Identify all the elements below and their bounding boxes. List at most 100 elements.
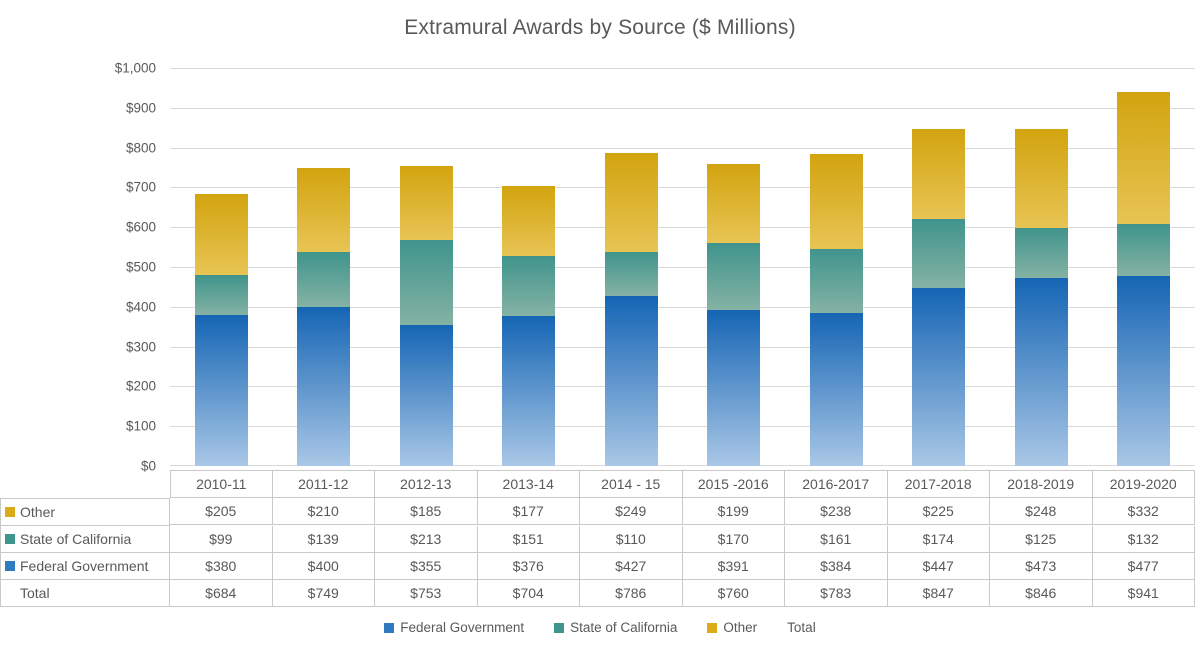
y-axis-tick-label: $900 xyxy=(125,100,156,116)
gridline xyxy=(170,426,1195,428)
table-value-cell: $170 xyxy=(682,526,785,553)
bar-segment-other xyxy=(194,193,248,276)
gridline xyxy=(170,107,1195,109)
x-axis-category-label: 2019-2020 xyxy=(1092,470,1195,498)
bar-segment-other xyxy=(912,129,966,219)
bar-segment-federal-government xyxy=(809,313,863,466)
bar-segment-state-of-california xyxy=(297,251,351,307)
bar-segment-state-of-california xyxy=(1014,228,1068,278)
table-value-cell: $847 xyxy=(887,580,990,607)
x-axis-category-label: 2016-2017 xyxy=(785,470,888,498)
table-value-cell: $238 xyxy=(785,498,888,525)
table-value-cell: $161 xyxy=(785,526,888,553)
bar-segment-federal-government xyxy=(1014,277,1068,466)
table-value-cell: $783 xyxy=(785,580,888,607)
bar-segment-other xyxy=(809,154,863,250)
bar-segment-federal-government xyxy=(912,288,966,466)
row-label-text: Total xyxy=(20,585,50,601)
table-row-label-other: Other xyxy=(0,498,170,526)
gridline xyxy=(170,68,1195,69)
table-value-cell: $125 xyxy=(990,526,1093,553)
table-value-cell: $151 xyxy=(477,526,580,553)
table-value-cell: $384 xyxy=(785,553,888,580)
legend-item-label: State of California xyxy=(570,620,678,635)
x-axis-category-label: 2012-13 xyxy=(375,470,478,498)
stacked-bar xyxy=(194,68,248,466)
gridline xyxy=(170,147,1195,149)
bar-segment-state-of-california xyxy=(707,242,761,311)
table-value-cell: $753 xyxy=(375,580,478,607)
table-value-cell: $110 xyxy=(580,526,683,553)
chart-legend: Federal Government State of California Oth… xyxy=(0,620,1200,635)
bar-segment-other xyxy=(707,163,761,243)
legend-item-other: Other xyxy=(707,620,757,635)
bar-segment-other xyxy=(604,153,658,253)
table-value-cell: $391 xyxy=(682,553,785,580)
stacked-bar xyxy=(399,68,453,466)
table-value-cell: $941 xyxy=(1092,580,1195,607)
bar-segment-federal-government xyxy=(1117,276,1171,466)
table-value-cell: $225 xyxy=(887,498,990,525)
bar-column-2018-2019 xyxy=(990,68,1093,466)
table-value-cell: $477 xyxy=(1092,553,1195,580)
stacked-bar xyxy=(297,68,351,466)
x-axis-category-label: 2015 -2016 xyxy=(682,470,785,498)
y-axis-tick-label: $300 xyxy=(125,339,156,355)
table-value-cell: $210 xyxy=(272,498,375,525)
legend-key-state-of-california xyxy=(5,534,15,544)
legend-swatch-state-of-california xyxy=(554,622,565,633)
bar-column-2017-2018 xyxy=(888,68,991,466)
plot-area xyxy=(170,68,1195,466)
legend-item-label: Total xyxy=(787,620,816,635)
gridline xyxy=(170,267,1195,268)
bar-series-container xyxy=(170,68,1195,466)
bar-segment-federal-government xyxy=(502,316,556,466)
gridline xyxy=(170,227,1195,229)
table-value-cell: $249 xyxy=(580,498,683,525)
y-axis-tick-label: $400 xyxy=(125,299,156,315)
bar-column-2012-13 xyxy=(375,68,478,466)
legend-key-federal-government xyxy=(5,561,15,571)
x-axis-category-label: 2017-2018 xyxy=(887,470,990,498)
bar-segment-state-of-california xyxy=(502,256,556,317)
legend-item-label: Federal Government xyxy=(400,620,525,635)
y-axis-tick-label: $500 xyxy=(125,259,156,275)
y-axis-tick-label: $700 xyxy=(125,179,156,195)
x-axis-category-label: 2014 - 15 xyxy=(580,470,683,498)
gridline xyxy=(170,386,1195,388)
row-label-text: Other xyxy=(20,504,56,520)
table-value-cell: $332 xyxy=(1092,498,1195,525)
bar-segment-state-of-california xyxy=(912,218,966,289)
stacked-bar xyxy=(604,68,658,466)
y-axis-tick-label: $0 xyxy=(140,458,156,474)
y-axis-tick-label: $200 xyxy=(125,378,156,394)
table-corner-cell xyxy=(0,470,170,496)
table-value-cell: $376 xyxy=(477,553,580,580)
bar-column-2013-14 xyxy=(478,68,581,466)
legend-swatch-other xyxy=(707,622,718,633)
bar-segment-other xyxy=(399,166,453,240)
bar-column-2019-2020 xyxy=(1093,68,1196,466)
bar-segment-federal-government xyxy=(707,310,761,466)
stacked-bar xyxy=(1014,68,1068,466)
bar-segment-state-of-california xyxy=(399,239,453,325)
table-row-label-federal-government: Federal Government xyxy=(0,553,170,580)
stacked-bar xyxy=(707,68,761,466)
table-value-cell: $248 xyxy=(990,498,1093,525)
chart-title: Extramural Awards by Source ($ Millions) xyxy=(404,16,796,39)
legend-key-other xyxy=(5,507,15,517)
legend-item-state-of-california: State of California xyxy=(554,620,677,635)
x-axis-category-label: 2018-2019 xyxy=(990,470,1093,498)
legend-item-federal-government: Federal Government xyxy=(384,620,524,635)
y-axis-tick-label: $100 xyxy=(125,418,156,434)
bar-column-2016-2017 xyxy=(785,68,888,466)
y-axis-tick-label: $1,000 xyxy=(114,60,156,76)
table-value-cell: $760 xyxy=(682,580,785,607)
bar-segment-other xyxy=(297,167,351,252)
table-value-cell: $400 xyxy=(272,553,375,580)
bar-column-2011-12 xyxy=(273,68,376,466)
table-value-cell: $199 xyxy=(682,498,785,525)
legend-swatch-federal-government xyxy=(384,622,395,633)
table-value-cell: $185 xyxy=(375,498,478,525)
stacked-bar xyxy=(912,68,966,466)
